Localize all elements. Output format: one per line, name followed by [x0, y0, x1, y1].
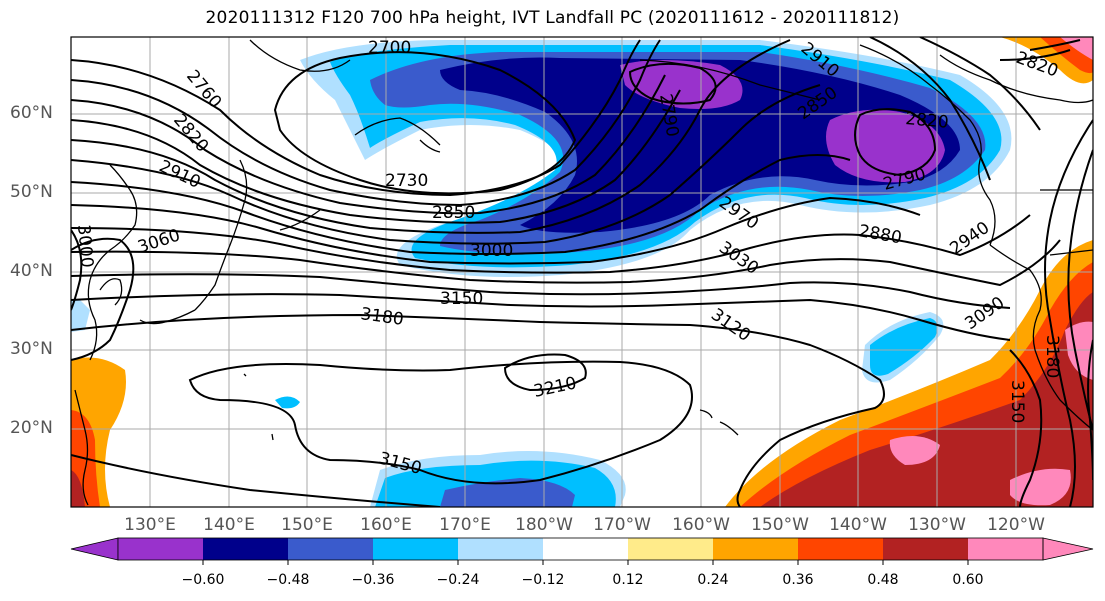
contour-label: 3180: [1042, 335, 1062, 378]
latitude-label: 30°N: [10, 339, 53, 359]
colorbar-swatch: [373, 538, 458, 560]
contour-label: 2820: [905, 109, 950, 133]
colorbar-swatch: [203, 538, 288, 560]
colorbar-swatch: [628, 538, 713, 560]
longitude-label: 180°W: [515, 515, 573, 535]
colorbar-swatch: [118, 538, 203, 560]
figure-title: 2020111312 F120 700 hPa height, IVT Land…: [205, 8, 900, 28]
colorbar-swatch: [798, 538, 883, 560]
longitude-label: 150°E: [281, 515, 333, 535]
longitude-label: 140°E: [203, 515, 255, 535]
colorbar-frame: [117, 537, 1044, 561]
longitude-label: 120°W: [987, 515, 1045, 535]
contour-label: 3000: [470, 241, 513, 261]
colorbar-tick-label: −0.24: [436, 572, 480, 588]
graticule: [71, 37, 1093, 507]
colorbar: [70, 537, 1094, 565]
map-panel: [71, 37, 1093, 507]
contour-label: 2850: [432, 203, 475, 223]
latitude-label: 40°N: [10, 261, 53, 281]
latitude-label: 50°N: [10, 182, 53, 202]
colorbar-tick-label: −0.36: [351, 572, 395, 588]
longitude-label: 160°E: [360, 515, 412, 535]
contour-label: 2700: [368, 38, 411, 58]
colorbar-swatch: [883, 538, 968, 560]
colorbar-tick-label: 0.48: [867, 572, 899, 588]
contour-label: 2730: [385, 171, 428, 191]
colorbar-swatch: [288, 538, 373, 560]
contour-label: 3150: [440, 289, 483, 309]
colorbar-swatch: [543, 538, 628, 560]
map-frame: [70, 36, 1094, 508]
height-contours: [71, 37, 1093, 507]
colorbar-extend-low: [70, 537, 119, 561]
colorbar-tick-label: −0.60: [181, 572, 225, 588]
longitude-label: 160°W: [672, 515, 730, 535]
colorbar-tick-label: 0.24: [697, 572, 729, 588]
contour-label: 3150: [1007, 380, 1027, 423]
colorbar-tick-label: 0.36: [782, 572, 814, 588]
colorbar-extend-high: [1042, 537, 1094, 561]
longitude-label: 170°W: [593, 515, 651, 535]
longitude-label: 130°W: [908, 515, 966, 535]
latitude-label: 60°N: [10, 103, 53, 123]
colorbar-swatch: [458, 538, 543, 560]
longitude-label: 170°E: [439, 515, 491, 535]
colorbar-swatch: [713, 538, 798, 560]
coastlines: [74, 39, 1093, 506]
longitude-label: 140°W: [829, 515, 887, 535]
colorbar-tick-label: −0.48: [266, 572, 310, 588]
colorbar-swatch: [968, 538, 1043, 560]
colorbar-tick-label: 0.12: [612, 572, 644, 588]
colorbar-tick-label: −0.12: [521, 572, 565, 588]
latitude-label: 20°N: [10, 418, 53, 438]
longitude-label: 130°E: [124, 515, 176, 535]
contour-label: 3000: [73, 224, 97, 269]
colorbar-tick-label: 0.60: [952, 572, 984, 588]
longitude-label: 150°W: [751, 515, 809, 535]
